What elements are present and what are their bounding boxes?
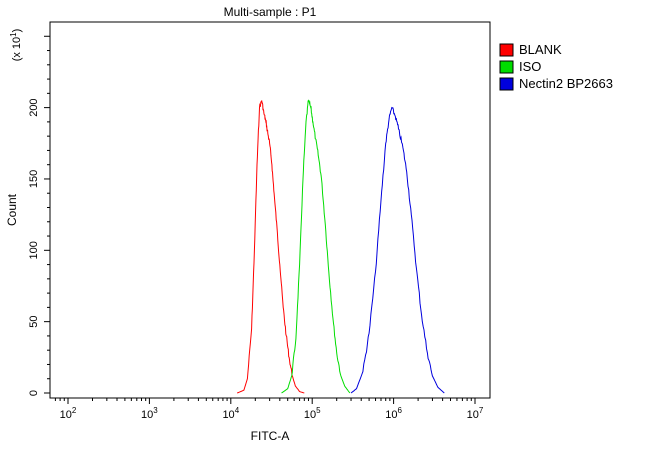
x-tick-label: 104 xyxy=(222,406,239,421)
y-multiplier-label: (x 101) xyxy=(9,29,23,62)
y-tick-label: 50 xyxy=(28,316,40,328)
legend-swatch xyxy=(499,77,514,91)
histogram-series-iso xyxy=(281,99,351,394)
y-tick-label: 150 xyxy=(28,170,40,188)
y-axis-label: Count xyxy=(5,193,19,226)
y-tick-label: 200 xyxy=(28,98,40,116)
x-axis: 102 103 104 105 106 107 xyxy=(54,398,484,421)
legend-label: ISO xyxy=(519,59,541,74)
plot-frame xyxy=(49,21,491,399)
x-tick-label: 105 xyxy=(304,406,321,421)
legend-label: Nectin2 BP2663 xyxy=(519,76,613,91)
legend-swatch xyxy=(499,60,514,74)
histogram-series-blank xyxy=(237,100,305,394)
histogram-series-nectin2-bp2663 xyxy=(350,106,445,394)
y-tick-label: 0 xyxy=(28,390,40,396)
y-axis: 0 50 100 150 200 xyxy=(28,35,50,396)
x-axis-label: FITC-A xyxy=(251,429,290,443)
legend-swatch xyxy=(499,43,514,57)
legend-label: BLANK xyxy=(519,42,562,57)
x-tick-label: 102 xyxy=(60,406,77,421)
y-tick-label: 100 xyxy=(28,241,40,259)
x-tick-label: 103 xyxy=(141,406,158,421)
x-tick-label: 106 xyxy=(385,406,402,421)
legend: BLANK ISO Nectin2 BP2663 xyxy=(499,42,613,91)
x-tick-label: 107 xyxy=(467,406,484,421)
series-layer xyxy=(237,99,445,394)
chart-title: Multi-sample : P1 xyxy=(224,5,317,19)
